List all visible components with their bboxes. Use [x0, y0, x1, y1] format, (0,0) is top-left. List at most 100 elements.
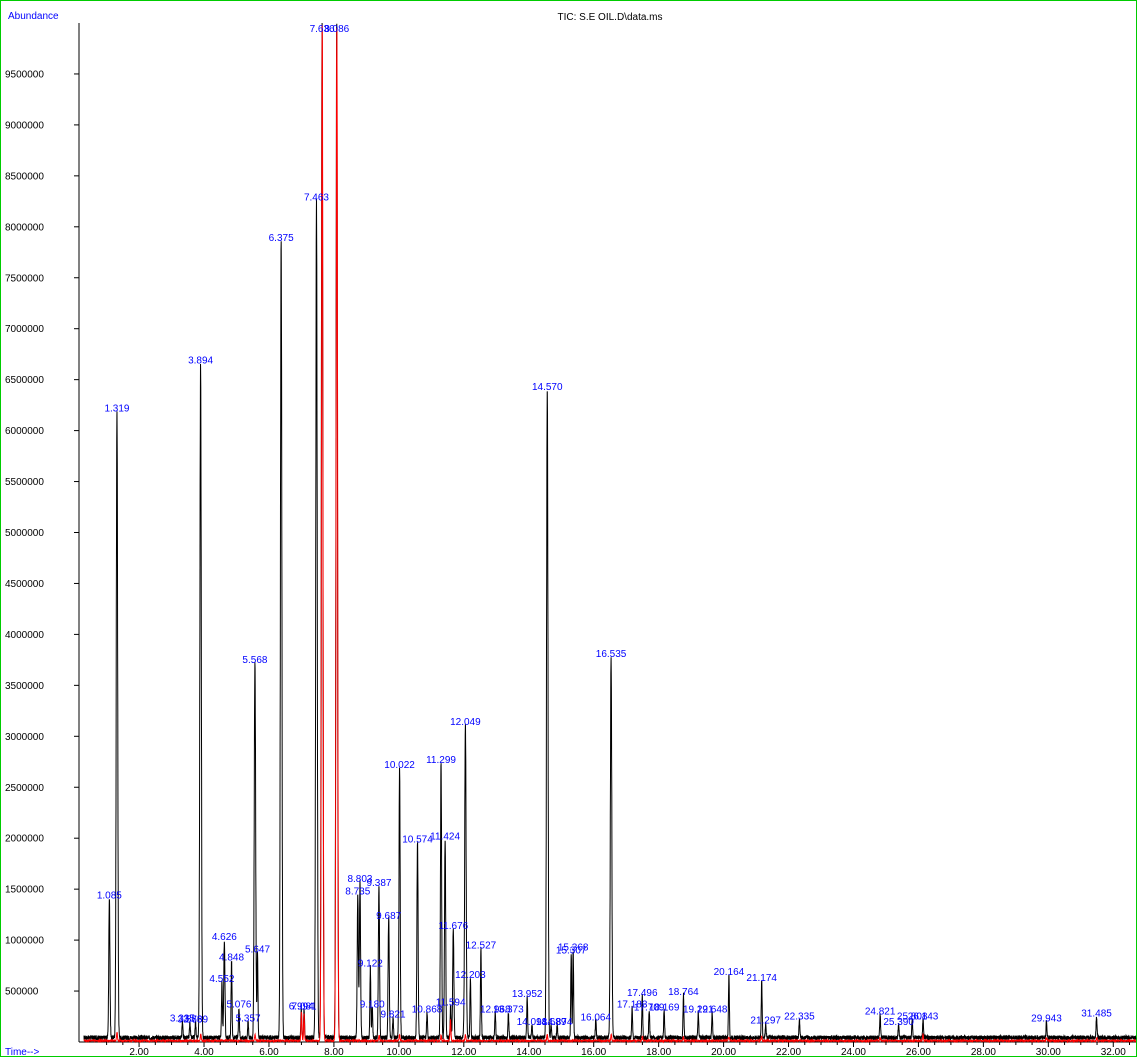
- peak-label: 5.357: [236, 1014, 261, 1025]
- x-tick-label: 18.00: [646, 1047, 671, 1057]
- y-tick-label: 4500000: [5, 579, 44, 590]
- axes: [78, 23, 1136, 1043]
- peak-label: 5.647: [245, 944, 270, 955]
- peak-label: 25.808: [897, 1012, 928, 1023]
- y-tick-label: 2500000: [5, 783, 44, 794]
- peak-label: 31.485: [1081, 1009, 1112, 1020]
- x-tick-label: 12.00: [451, 1047, 476, 1057]
- y-tick-label: 2000000: [5, 834, 44, 845]
- peak-label: 4.848: [219, 953, 244, 964]
- peak-label: 25.390: [883, 1017, 914, 1028]
- peak-label: 15.307: [556, 945, 587, 956]
- peak-label: 6.994: [289, 1001, 314, 1012]
- peak-label: 5.076: [226, 999, 251, 1010]
- y-axis-ticks: 500000 1000000 1500000 2000000 2500000 300000…: [5, 69, 79, 998]
- y-tick-label: 1000000: [5, 936, 44, 947]
- peak-label: 12.203: [455, 970, 486, 981]
- peak-label: 22.335: [784, 1012, 815, 1023]
- peak-label: 11.299: [426, 755, 456, 766]
- peak-label: 3.739: [183, 1015, 208, 1026]
- y-tick-label: 5000000: [5, 528, 44, 539]
- peak-label: 9.821: [381, 1010, 406, 1021]
- peak-label: 10.574: [402, 834, 433, 845]
- x-axis-title: Time-->: [5, 1047, 40, 1057]
- peak-label: 3.566: [177, 1015, 202, 1026]
- peak-label: 9.687: [376, 911, 401, 922]
- peak-label: 18.169: [649, 1002, 680, 1013]
- y-tick-label: 1500000: [5, 885, 44, 896]
- tic-trace-red: [83, 25, 1137, 1044]
- x-tick-label: 28.00: [971, 1047, 996, 1057]
- tic-trace-path: [83, 22, 1137, 1042]
- red-trace-path: [83, 25, 1137, 1044]
- y-tick-label: 6000000: [5, 426, 44, 437]
- peak-label: 4.626: [212, 932, 237, 943]
- peak-label: 9.387: [366, 878, 391, 889]
- peak-label: 13.952: [512, 989, 543, 1000]
- y-tick-label: 500000: [5, 987, 39, 998]
- x-tick-label: 14.00: [516, 1047, 541, 1057]
- x-tick-label: 16.00: [581, 1047, 606, 1057]
- peak-label: 1.319: [104, 403, 129, 414]
- peak-label: 7.636: [310, 24, 335, 35]
- peak-label: 10.868: [412, 1005, 443, 1016]
- peak-label: 29.943: [1031, 1014, 1062, 1025]
- peak-label: 4.552: [209, 974, 234, 985]
- x-tick-label: 6.00: [259, 1047, 279, 1057]
- chart-title: TIC: S.E OIL.D\data.ms: [557, 12, 662, 23]
- peak-label: 7.463: [304, 192, 329, 203]
- x-tick-label: 4.00: [194, 1047, 214, 1057]
- peak-label: 17.709: [634, 1002, 665, 1013]
- peak-label: 14.689: [536, 1017, 567, 1028]
- x-tick-label: 24.00: [841, 1047, 866, 1057]
- peak-label: 9.122: [358, 959, 383, 970]
- y-tick-label: 7000000: [5, 324, 44, 335]
- peak-label: 17.496: [627, 988, 658, 999]
- peak-label: 5.568: [242, 655, 267, 666]
- y-tick-label: 9500000: [5, 69, 44, 80]
- x-tick-label: 22.00: [776, 1047, 801, 1057]
- y-tick-label: 9000000: [5, 120, 44, 131]
- y-tick-label: 6500000: [5, 375, 44, 386]
- peak-label: 8.803: [347, 874, 372, 885]
- tic-trace-black: [83, 22, 1137, 1042]
- peak-label: 16.535: [596, 649, 627, 660]
- peak-label: 15.368: [558, 942, 589, 953]
- peak-label: 13.373: [493, 1005, 524, 1016]
- peak-label: 1.085: [97, 890, 122, 901]
- peak-label: 8.086: [324, 24, 349, 35]
- peak-label: 10.022: [384, 760, 415, 771]
- peak-label: 11.594: [436, 997, 466, 1008]
- peak-label: 19.221: [683, 1005, 714, 1016]
- peak-label: 12.527: [466, 940, 497, 951]
- peak-label: 6.375: [269, 233, 294, 244]
- peak-label: 18.764: [668, 987, 699, 998]
- y-tick-label: 5500000: [5, 477, 44, 488]
- y-tick-label: 4000000: [5, 630, 44, 641]
- x-tick-label: 10.00: [386, 1047, 411, 1057]
- x-tick-label: 8.00: [324, 1047, 344, 1057]
- y-tick-label: 3500000: [5, 681, 44, 692]
- peak-label: 11.424: [430, 831, 460, 842]
- y-tick-label: 3000000: [5, 732, 44, 743]
- x-tick-label: 32.00: [1101, 1047, 1126, 1057]
- peak-label: 12.968: [480, 1005, 511, 1016]
- peak-label: 9.180: [360, 999, 385, 1010]
- x-tick-label: 2.00: [129, 1047, 149, 1057]
- y-axis-title: Abundance: [8, 11, 59, 22]
- peak-label: 17.183: [617, 999, 648, 1010]
- peak-label: 14.098: [517, 1017, 548, 1028]
- peak-label: 24.821: [865, 1007, 896, 1018]
- peak-label: 26.143: [908, 1012, 939, 1023]
- peak-label: 3.894: [188, 355, 213, 366]
- y-tick-label: 8500000: [5, 171, 44, 182]
- peak-label: 14.570: [532, 382, 563, 393]
- x-tick-label: 30.00: [1036, 1047, 1061, 1057]
- peak-label: 12.049: [450, 717, 481, 728]
- peak-label: 21.297: [750, 1016, 781, 1027]
- peak-label: 16.064: [580, 1013, 611, 1024]
- y-tick-label: 7500000: [5, 273, 44, 284]
